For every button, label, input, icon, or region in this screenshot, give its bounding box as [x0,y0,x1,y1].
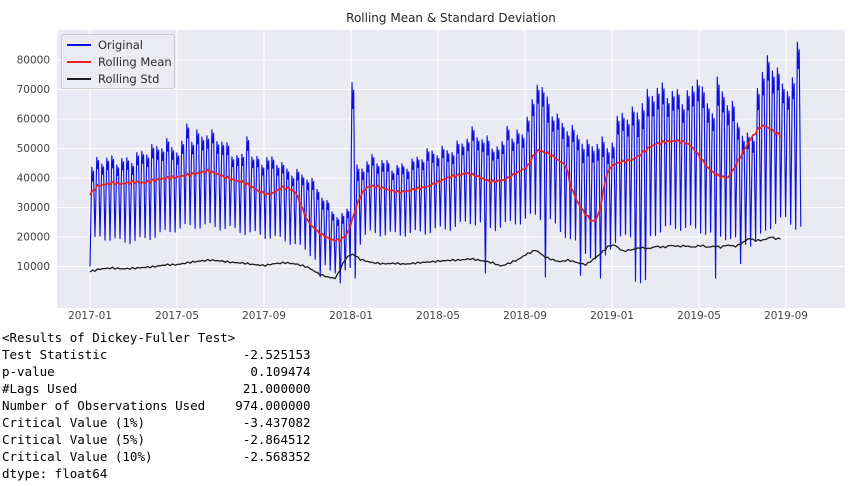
rolling-std-line [89,236,781,280]
legend-label-rolling-mean: Rolling Mean [98,55,172,69]
legend-box [61,34,175,89]
rolling-mean-line [89,124,782,243]
chart-figure: 2017-01 2017-05 2017-09 2018-01 2018-05 2018-… [17,11,845,323]
y-tick-label: 10000 [17,261,50,273]
gridlines [57,30,845,308]
x-tick-label: 2018-05 [416,310,460,322]
legend-label-rolling-std: Rolling Std [98,72,159,86]
x-tick-label: 2017-09 [242,310,286,322]
chart-title: Rolling Mean & Standard Deviation [346,11,556,25]
y-tick-label: 30000 [17,202,50,214]
y-tick-label: 20000 [17,232,50,244]
x-tick-label: 2017-01 [68,310,112,322]
x-tick-label: 2017-05 [155,310,199,322]
x-tick-label: 2019-01 [590,310,634,322]
original-series-line [89,41,802,284]
x-tick-label: 2019-09 [764,310,808,322]
y-tick-label: 40000 [17,173,50,185]
x-tick-label: 2018-01 [329,310,373,322]
dickey-fuller-results: <Results of Dickey-Fuller Test> Test Sta… [2,330,311,481]
x-tick-label: 2018-09 [503,310,547,322]
axis-tick-labels: 2017-01 2017-05 2017-09 2018-01 2018-05 2018-… [17,55,808,323]
y-tick-label: 60000 [17,114,50,126]
legend: Original Rolling Mean Rolling Std [61,34,175,89]
y-tick-label: 50000 [17,143,50,155]
y-tick-label: 80000 [17,55,50,67]
legend-label-original: Original [98,38,143,52]
x-tick-label: 2019-05 [677,310,721,322]
y-tick-label: 70000 [17,84,50,96]
series-lines [89,41,802,284]
